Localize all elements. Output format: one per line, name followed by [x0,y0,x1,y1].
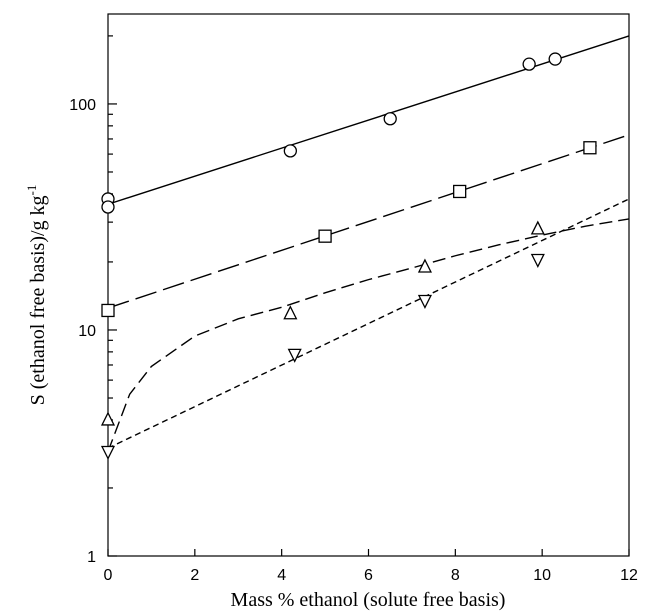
y-tick-label: 10 [78,323,96,340]
fit-lines [107,35,630,452]
marker-series-3 [283,305,298,320]
fit-line-series-1 [107,35,630,205]
marker-series-3 [100,411,116,426]
marker-series-1 [383,112,397,126]
x-tick-labels: 0 2 4 6 8 10 12 [104,567,638,584]
marker-series-2 [583,141,597,155]
fit-line-series-2 [107,134,630,309]
x-tick-label: 12 [620,567,638,584]
x-tick-label: 10 [533,567,551,584]
marker-series-3 [417,258,432,273]
data-markers [100,52,597,460]
x-tick-label: 4 [277,567,286,584]
marker-series-4 [530,253,545,268]
marker-series-4 [287,348,302,363]
y-tick-label: 1 [87,549,96,566]
plot-frame [107,13,630,557]
marker-series-4 [100,445,116,460]
x-tick-label: 6 [364,567,373,584]
fit-line-series-4 [107,198,630,449]
y-axis-title: S (ethanol free basis)/g kg-1 [24,185,49,406]
marker-series-2 [101,303,115,318]
marker-series-4 [417,294,432,309]
marker-series-3 [530,220,545,235]
marker-series-1 [522,57,536,71]
marker-series-2 [453,184,467,199]
y-tick-labels: 1 10 100 [69,97,96,566]
marker-series-2 [318,229,332,243]
fit-line-series-3 [107,218,630,452]
x-axis-title: Mass % ethanol (solute free basis) [231,589,506,611]
axis-ticks [107,35,630,557]
x-tick-label: 0 [104,567,113,584]
marker-series-1 [283,144,298,158]
x-tick-label: 2 [190,567,199,584]
y-axis-title-main: S (ethanol free basis)/g kg [27,195,49,405]
marker-series-1 [548,52,562,66]
x-tick-label: 8 [451,567,460,584]
marker-series-1 [101,200,115,214]
y-axis-title-superscript: -1 [24,185,39,196]
y-tick-label: 100 [69,97,96,114]
